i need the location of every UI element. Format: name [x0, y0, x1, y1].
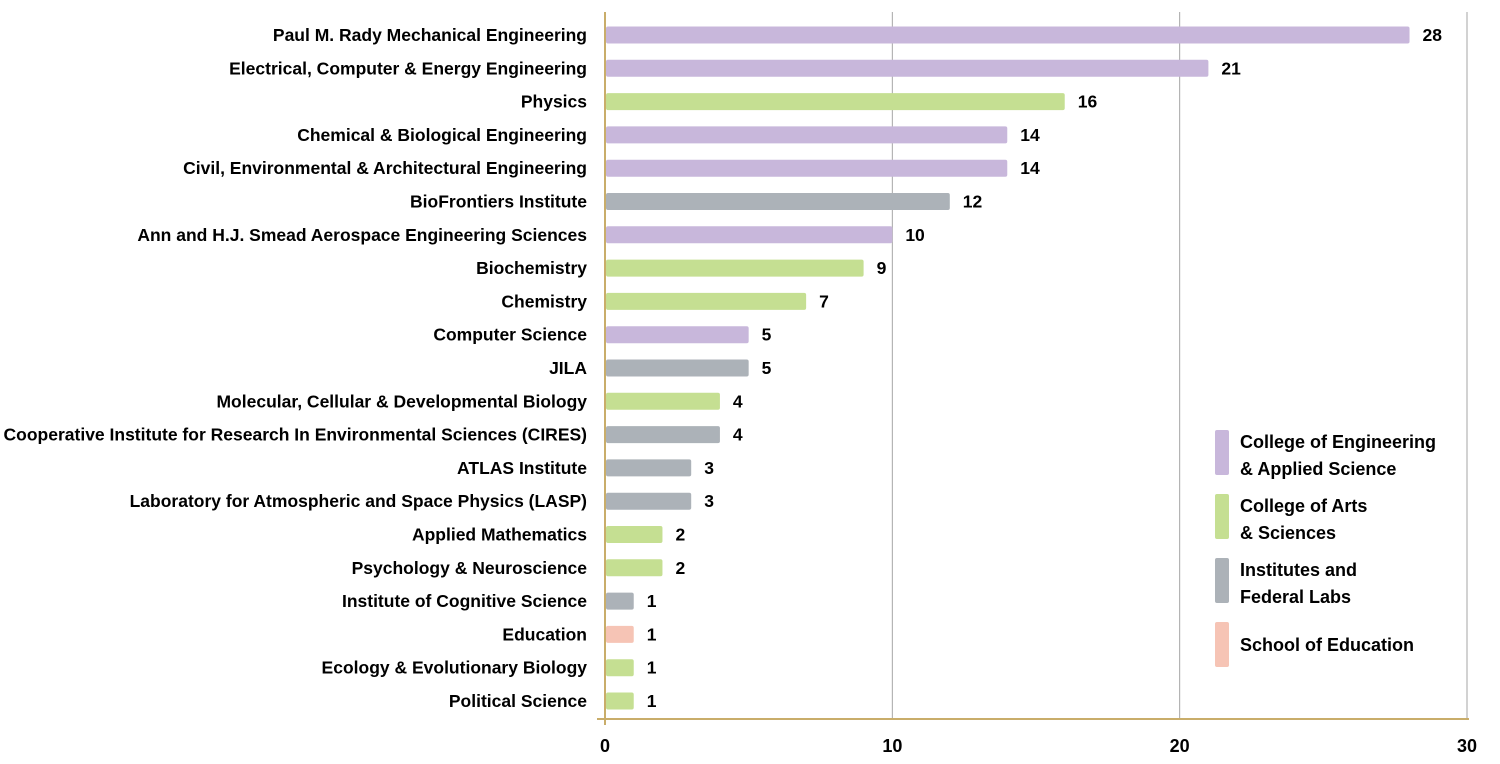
bar	[606, 392, 720, 410]
category-label: Civil, Environmental & Architectural Eng…	[183, 158, 587, 178]
value-label: 14	[1020, 158, 1040, 178]
legend-label: School of Education	[1240, 635, 1414, 655]
bar	[606, 226, 893, 244]
category-label: Molecular, Cellular & Developmental Biol…	[216, 391, 587, 411]
category-label: Physics	[521, 92, 587, 112]
category-label: ATLAS Institute	[457, 458, 587, 478]
category-label: Applied Mathematics	[412, 525, 587, 545]
category-label: Laboratory for Atmospheric and Space Phy…	[130, 491, 587, 511]
legend-item-arts: College of Arts & Sciences	[1215, 494, 1367, 543]
bar	[606, 193, 950, 210]
legend-label: & Applied Science	[1240, 459, 1396, 479]
category-label: Institute of Cognitive Science	[342, 591, 587, 611]
bar	[606, 93, 1065, 111]
bar	[606, 659, 634, 677]
category-labels: Paul M. Rady Mechanical Engineering Elect…	[4, 25, 588, 711]
legend-swatch	[1215, 622, 1229, 667]
bar	[606, 592, 634, 610]
legend-label: Institutes and	[1240, 560, 1357, 580]
category-label: Cooperative Institute for Research In En…	[4, 425, 587, 445]
bar	[606, 326, 749, 344]
legend: College of Engineering& Applied ScienceC…	[1215, 430, 1436, 667]
category-label: BioFrontiers Institute	[410, 192, 587, 212]
bar	[606, 26, 1410, 44]
bar	[606, 292, 807, 310]
legend-swatch	[1215, 494, 1229, 539]
bar	[606, 459, 692, 477]
value-label: 1	[647, 591, 657, 611]
category-label: Biochemistry	[476, 258, 587, 278]
legend-label: Federal Labs	[1240, 587, 1351, 607]
bar	[606, 159, 1008, 177]
x-tick-label: 10	[882, 736, 902, 756]
category-label: Chemical & Biological Engineering	[297, 125, 587, 145]
bar	[606, 426, 720, 444]
x-tick-label: 20	[1170, 736, 1190, 756]
category-label: Psychology & Neuroscience	[352, 558, 588, 578]
value-label: 4	[733, 391, 743, 411]
bar	[606, 492, 692, 510]
value-label: 2	[675, 525, 685, 545]
legend-item-edu: School of Education	[1215, 622, 1414, 667]
bar	[606, 59, 1209, 77]
category-label: Paul M. Rady Mechanical Engineering	[273, 25, 587, 45]
bar	[606, 526, 663, 543]
bar	[606, 126, 1008, 144]
value-label: 4	[733, 425, 743, 445]
legend-label: College of Arts	[1240, 496, 1367, 516]
gridlines	[891, 12, 1468, 719]
category-label: Ecology & Evolutionary Biology	[322, 658, 588, 678]
value-label: 9	[877, 258, 887, 278]
category-label: Ann and H.J. Smead Aerospace Engineering…	[137, 225, 587, 245]
axes	[597, 12, 1469, 725]
legend-item-inst: Institutes and Federal Labs	[1215, 558, 1357, 607]
bar	[606, 692, 634, 710]
category-label: Chemistry	[501, 291, 587, 311]
value-label: 28	[1423, 25, 1443, 45]
value-label: 1	[647, 691, 657, 711]
value-label: 14	[1020, 125, 1040, 145]
bar	[606, 359, 749, 377]
value-label: 5	[762, 358, 772, 378]
bar	[606, 559, 663, 577]
category-label: JILA	[549, 358, 587, 378]
category-label: Computer Science	[433, 325, 587, 345]
legend-swatch	[1215, 430, 1229, 475]
value-label: 5	[762, 325, 772, 345]
value-label: 3	[704, 491, 714, 511]
legend-swatch	[1215, 558, 1229, 603]
x-tick-labels: 0 10 20 30	[600, 736, 1477, 756]
legend-label: College of Engineering	[1240, 432, 1436, 452]
legend-item-eng: College of Engineering & Applied Science	[1215, 430, 1436, 479]
legend-label: & Sciences	[1240, 523, 1336, 543]
value-label: 7	[819, 291, 829, 311]
value-label: 3	[704, 458, 714, 478]
value-label: 1	[647, 658, 657, 678]
category-label: Education	[502, 624, 587, 644]
value-label: 16	[1078, 92, 1098, 112]
value-label: 2	[675, 558, 685, 578]
category-label: Electrical, Computer & Energy Engineerin…	[229, 58, 587, 78]
value-label: 1	[647, 624, 657, 644]
value-label: 10	[905, 225, 925, 245]
x-tick-label: 0	[600, 736, 610, 756]
value-label: 12	[963, 192, 983, 212]
bar	[606, 259, 864, 277]
value-label: 21	[1221, 58, 1241, 78]
bars	[606, 26, 1410, 710]
bar	[606, 625, 634, 643]
category-label: Political Science	[449, 691, 587, 711]
x-tick-label: 30	[1457, 736, 1477, 756]
